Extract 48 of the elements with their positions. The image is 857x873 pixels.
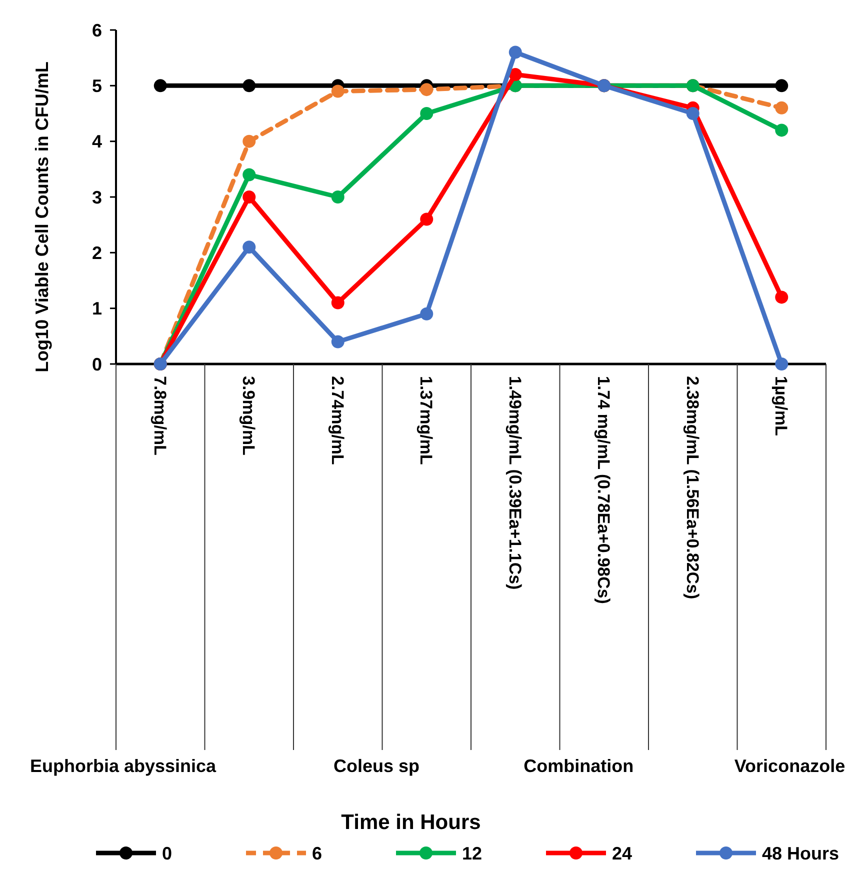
point	[420, 307, 434, 320]
point	[154, 79, 167, 92]
y-tick-label: 2	[92, 242, 102, 263]
text: Coleus sp	[333, 756, 420, 776]
point	[775, 101, 788, 114]
legend-label: 24	[612, 843, 632, 864]
text: Euphorbia abyssinica	[30, 756, 218, 776]
point	[508, 46, 522, 59]
point	[775, 79, 788, 92]
legend-title: Time in Hours	[341, 811, 481, 834]
x-tick-label: 7.8mg/mL	[150, 376, 170, 456]
point	[242, 168, 256, 182]
point	[508, 68, 522, 82]
y-tick-label: 5	[92, 76, 102, 96]
y-tick-label: 3	[92, 187, 102, 208]
y-axis-title: Log10 Viable Cell Counts in CFU/mL	[32, 62, 52, 372]
x-tick-label: 1.37mg/mL	[416, 376, 436, 465]
text: Voriconazole	[734, 756, 846, 776]
y-tick-label: 6	[92, 20, 102, 40]
x-tick-label: 1µg/mL	[772, 376, 791, 436]
point	[775, 290, 788, 304]
point	[775, 124, 788, 137]
point	[331, 296, 344, 310]
point	[420, 83, 434, 96]
legend-label: 6	[312, 843, 322, 864]
point	[242, 240, 256, 254]
legend-label: 12	[462, 843, 482, 864]
x-tick-label: 3.9mg/mL	[239, 376, 258, 456]
point	[331, 84, 344, 98]
point	[242, 190, 256, 204]
point	[242, 134, 256, 148]
point	[775, 358, 788, 370]
y-tick-label: 1	[92, 298, 102, 319]
point	[242, 79, 256, 92]
point	[420, 212, 434, 226]
x-tick-label: 2.38mg/mL (1.56Ea+0.82Cs)	[682, 376, 702, 600]
point	[331, 190, 344, 204]
y-tick-label: 4	[92, 132, 102, 152]
x-tick-label: 1.74 mg/mL (0.78Ea+0.98Cs)	[594, 376, 614, 604]
legend-label: 0	[162, 843, 172, 864]
text: Combination	[524, 756, 634, 776]
y-tick-label: 0	[92, 354, 102, 374]
point	[420, 107, 434, 120]
x-tick-label: 1.49mg/mL (0.39Ea+1.1Cs)	[505, 376, 524, 590]
point	[331, 335, 344, 348]
point	[686, 107, 700, 120]
legend-label: 48 Hours	[762, 843, 840, 864]
x-tick-label: 2.74mg/mL	[328, 376, 347, 465]
